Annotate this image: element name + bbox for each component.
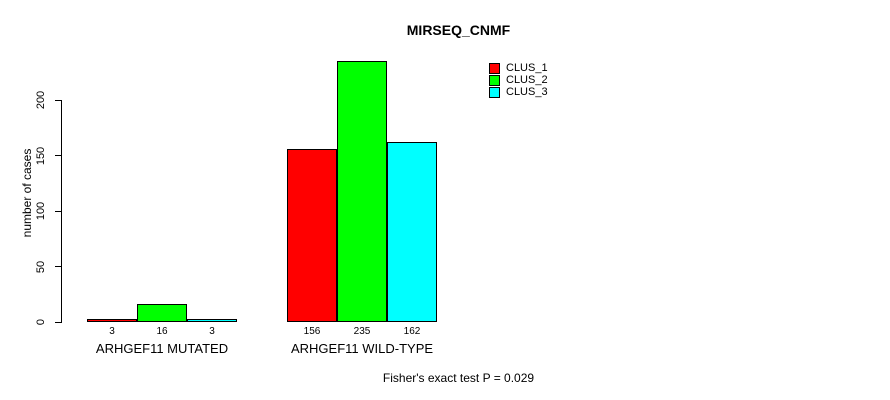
y-tick-mark bbox=[55, 155, 62, 156]
y-tick-label: 0 bbox=[35, 318, 47, 326]
chart-title: MIRSEQ_CNMF bbox=[406, 22, 511, 38]
y-axis-title: number of cases bbox=[20, 148, 34, 238]
y-tick-mark bbox=[55, 210, 62, 212]
y-tick-label: 200 bbox=[35, 90, 47, 110]
y-tick-label: 50 bbox=[35, 260, 47, 273]
y-tick-label: 150 bbox=[35, 146, 47, 165]
category-label: ARHGEF11 WILD-TYPE bbox=[290, 341, 434, 356]
category-label: ARHGEF11 MUTATED bbox=[95, 341, 229, 356]
y-tick-mark bbox=[55, 99, 62, 101]
y-tick-label: 100 bbox=[35, 201, 47, 221]
bar-value-label: 16 bbox=[156, 326, 168, 337]
bar-value-label: 162 bbox=[403, 326, 421, 337]
legend-label: CLUS_2 bbox=[506, 74, 548, 86]
legend-label: CLUS_3 bbox=[506, 86, 548, 98]
bar-clus_2-group2 bbox=[337, 61, 387, 322]
legend-swatch-icon bbox=[489, 87, 500, 98]
annotation-text: Fisher's exact test P = 0.029 bbox=[382, 371, 535, 385]
bar-value-label: 235 bbox=[353, 326, 371, 337]
bar-clus_2-group1 bbox=[137, 304, 187, 322]
y-axis-line bbox=[61, 100, 62, 323]
bar-value-label: 3 bbox=[209, 326, 215, 337]
y-tick-mark bbox=[55, 321, 62, 323]
legend-label: CLUS_1 bbox=[506, 62, 548, 74]
bar-clus_3-group1 bbox=[187, 319, 237, 322]
legend-swatch-icon bbox=[489, 63, 500, 74]
y-tick-mark bbox=[55, 266, 62, 267]
bar-clus_1-group1 bbox=[87, 319, 137, 322]
bar-value-label: 3 bbox=[109, 326, 115, 337]
bar-value-label: 156 bbox=[303, 326, 321, 337]
bar-clus_1-group2 bbox=[287, 149, 337, 322]
legend-swatch-icon bbox=[489, 75, 500, 86]
bar-clus_3-group2 bbox=[387, 142, 437, 322]
